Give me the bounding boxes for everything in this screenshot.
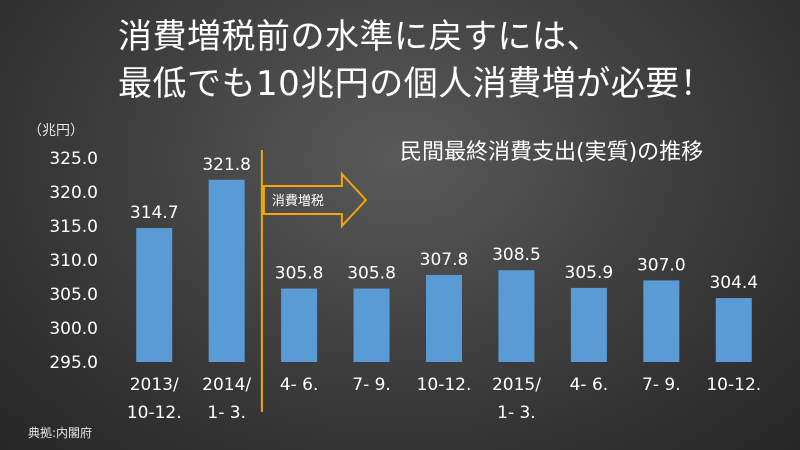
x-category-label: 2013/ (130, 375, 179, 395)
x-category-label: 10-12. (127, 403, 182, 423)
bar (643, 280, 680, 362)
bar (208, 179, 245, 362)
data-label: 304.4 (709, 273, 758, 293)
x-category-label: 2015/ (492, 375, 541, 395)
y-tick-label: 315.0 (49, 217, 98, 237)
x-category-label: 10-12. (706, 375, 761, 395)
data-label: 307.8 (420, 250, 469, 270)
y-tick-label: 295.0 (49, 353, 98, 373)
bar (426, 274, 462, 362)
bar (570, 287, 607, 362)
bar (353, 288, 390, 362)
y-tick-label: 300.0 (49, 319, 98, 339)
data-label: 307.0 (637, 255, 686, 275)
x-category-label: 7- 9. (352, 375, 391, 395)
data-label: 314.7 (130, 203, 179, 223)
data-label: 308.5 (492, 245, 541, 265)
x-category-label: 2014/ (202, 375, 251, 395)
chart-title: 民間最終消費支出(実質)の推移 (400, 140, 704, 165)
tax-increase-label: 消費増税 (272, 194, 324, 209)
y-tick-label: 305.0 (49, 285, 98, 305)
y-tick-label: 325.0 (49, 149, 98, 169)
x-category-label: 1- 3. (207, 403, 246, 423)
y-tick-label: 320.0 (49, 183, 98, 203)
x-category-label: 1- 3. (497, 403, 536, 423)
headline-line-2: 最低でも10兆円の個人消費増が必要！ (118, 64, 715, 104)
headline: 消費増税前の水準に戻すには、 最低でも10兆円の個人消費増が必要！ (118, 14, 778, 108)
x-category-label: 4- 6. (570, 375, 609, 395)
y-unit-label: （兆円） (28, 123, 84, 139)
y-tick-label: 310.0 (49, 251, 98, 271)
data-label: 305.8 (347, 264, 396, 284)
headline-line-1: 消費増税前の水準に戻すには、 (118, 17, 601, 57)
data-label: 305.8 (275, 264, 324, 284)
x-category-label: 4- 6. (280, 375, 319, 395)
bar (715, 298, 752, 362)
data-label: 321.8 (202, 155, 251, 175)
tax-increase-arrow (262, 171, 368, 229)
data-label: 305.9 (565, 263, 614, 283)
source-label: 典拠:内閣府 (28, 426, 93, 440)
bar (498, 270, 535, 362)
x-category-label: 10-12. (417, 375, 472, 395)
bar (136, 228, 173, 362)
bar (281, 288, 318, 362)
x-category-label: 7- 9. (642, 375, 681, 395)
